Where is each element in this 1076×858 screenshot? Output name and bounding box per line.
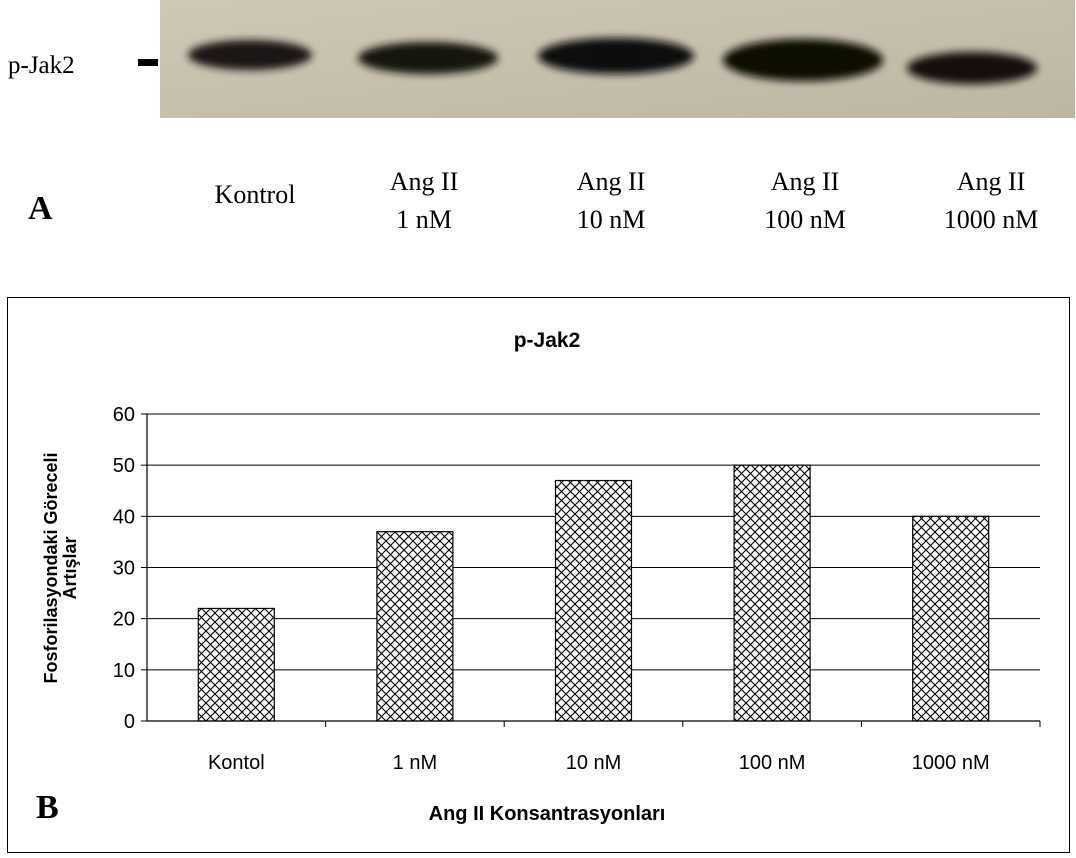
y-tick-label: 10 [113, 660, 135, 682]
lane-label-line2: 100 nM [764, 205, 846, 234]
x-tick-labels: Kontol 1 nM 10 nM 100 nM 1000 nM [208, 752, 990, 774]
panel-a-label: A [28, 190, 53, 227]
blot-band-kontrol [188, 40, 312, 70]
y-tick-label: 20 [113, 609, 135, 631]
bars [197, 464, 990, 722]
lane-label-line1: Ang II [770, 167, 840, 196]
x-tick-label: Kontol [208, 752, 265, 774]
bar-10-nm [554, 479, 633, 722]
lane-label-kontrol: Kontrol [170, 176, 340, 214]
lane-label-line2: 1000 nM [943, 205, 1039, 234]
y-tick-label: 50 [113, 455, 135, 477]
lane-label-line2: 10 nM [576, 205, 646, 234]
panel-b-label: B [36, 789, 59, 826]
blot-band-10nm [538, 38, 694, 74]
blot-band-1nm [358, 42, 498, 74]
bar-chart: p-Jak2 0 10 20 30 40 50 60 Kontol 1 nM 10 nM 100 … [36, 329, 1041, 826]
lane-label-line2: 1 nM [396, 205, 452, 234]
blot-row-label: p-Jak2 [8, 52, 75, 79]
lane-label-line1: Kontrol [214, 180, 296, 209]
bar-1000-nm [912, 515, 990, 722]
chart-title: p-Jak2 [514, 329, 581, 352]
lane-label-line1: Ang II [389, 167, 459, 196]
x-tick-label: 1 nM [393, 752, 437, 774]
x-axis-label: Ang II Konsantrasyonları [429, 803, 666, 825]
bar-kontol [197, 607, 275, 722]
molecular-weight-marker [138, 59, 158, 66]
western-blot-image [160, 0, 1075, 118]
y-tick-label: 40 [113, 506, 135, 528]
bar-100-nm [733, 464, 811, 722]
x-tick-label: 1000 nM [912, 752, 990, 774]
lane-label-1000nm: Ang II 1000 nM [906, 163, 1076, 239]
blot-band-100nm [723, 39, 883, 81]
y-axis-label-line1: Fosforilasyondaki Göreceli [41, 452, 61, 683]
lane-label-line1: Ang II [956, 167, 1026, 196]
blot-band-1000nm [907, 52, 1037, 84]
axes [141, 413, 1041, 727]
bar-1-nm [376, 531, 454, 722]
lane-label-10nm: Ang II 10 nM [526, 163, 696, 239]
x-tick-label: 10 nM [566, 752, 622, 774]
y-axis-label-line2: Artışlar [60, 536, 80, 599]
x-tick-label: 100 nM [739, 752, 806, 774]
lane-label-line1: Ang II [576, 167, 646, 196]
lane-label-1nm: Ang II 1 nM [339, 163, 509, 239]
y-tick-labels: 0 10 20 30 40 50 60 [113, 404, 135, 733]
y-tick-label: 60 [113, 404, 135, 426]
lane-label-100nm: Ang II 100 nM [720, 163, 890, 239]
y-tick-label: 30 [113, 558, 135, 580]
chart-frame: p-Jak2 0 10 20 30 40 50 60 Kontol 1 nM 10 nM 100 … [7, 297, 1070, 853]
y-tick-label: 0 [124, 711, 135, 733]
